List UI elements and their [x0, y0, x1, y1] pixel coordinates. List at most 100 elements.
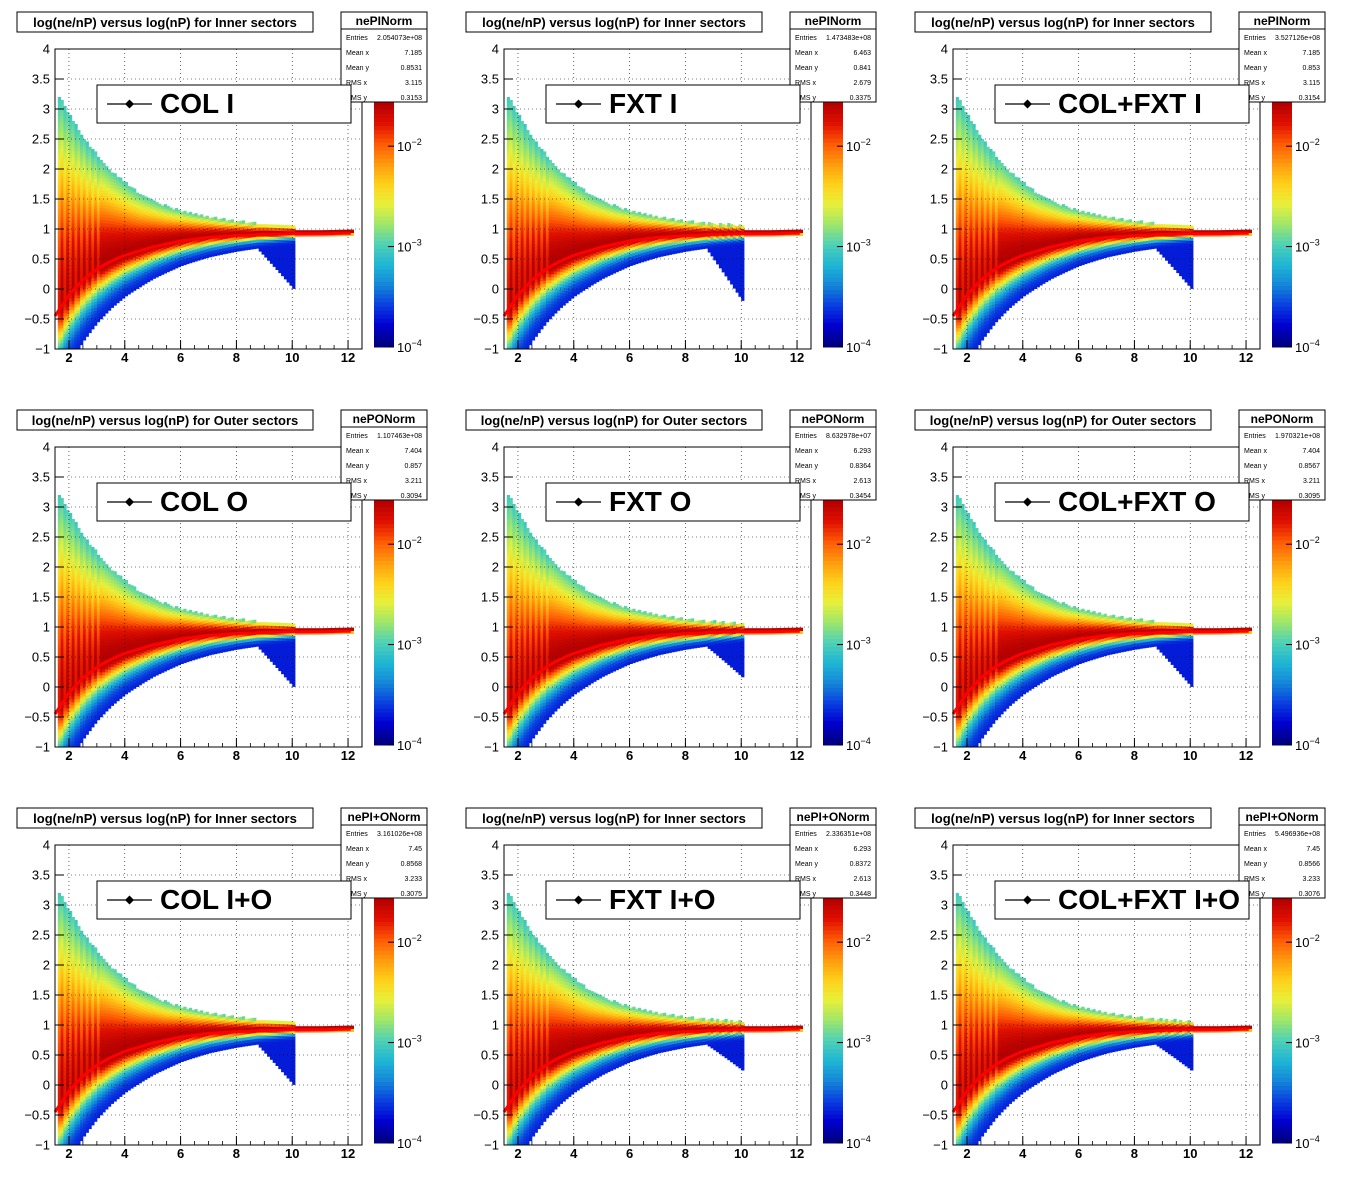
- heatmap-cell: [534, 204, 538, 208]
- heatmap-cell: [255, 239, 260, 243]
- heatmap-cell: [559, 220, 563, 224]
- heatmap-cell: [69, 232, 73, 236]
- heatmap-cell: [643, 231, 647, 235]
- heatmap-cell: [63, 202, 67, 206]
- heatmap-cell: [534, 330, 538, 334]
- heatmap-cell: [99, 282, 103, 287]
- heatmap-cell: [289, 255, 293, 259]
- heatmap-cell: [91, 323, 95, 327]
- heatmap-cell: [194, 216, 198, 220]
- heatmap-cell: [562, 221, 566, 225]
- heatmap-cell: [590, 201, 594, 205]
- heatmap-cell: [135, 264, 140, 268]
- heatmap-cell: [194, 219, 198, 223]
- heatmap-cell: [77, 241, 81, 245]
- heatmap-cell: [573, 193, 577, 198]
- heatmap-cell: [509, 163, 513, 167]
- heatmap-cell: [518, 115, 522, 119]
- heatmap-cell: [57, 202, 61, 206]
- heatmap-cell: [116, 245, 120, 250]
- heatmap-cell: [515, 322, 519, 326]
- color-scale-band: [374, 109, 394, 114]
- heatmap-cell: [607, 254, 611, 259]
- heatmap-cell: [102, 292, 106, 296]
- heatmap-cell: [576, 291, 580, 295]
- heatmap-cell: [582, 197, 586, 201]
- heatmap-cell: [85, 150, 89, 154]
- heatmap-cell: [94, 187, 98, 191]
- heatmap-cell: [565, 203, 569, 208]
- heatmap-cell: [233, 224, 237, 229]
- heatmap-cell: [130, 199, 134, 203]
- heatmap-cell: [520, 292, 524, 296]
- heatmap-cell: [540, 149, 544, 153]
- heatmap-cell: [71, 292, 75, 296]
- heatmap-cell: [191, 240, 195, 245]
- heatmap-cell: [214, 243, 218, 248]
- heatmap-cell: [554, 232, 558, 236]
- heatmap-cell: [189, 241, 193, 246]
- heatmap-cell: [141, 219, 145, 223]
- heatmap-cell: [186, 248, 190, 253]
- heatmap-cell: [523, 172, 527, 176]
- heatmap-cell: [94, 160, 98, 164]
- heatmap-cell: [147, 239, 151, 244]
- heatmap-cell: [529, 275, 533, 280]
- heatmap-cell: [175, 256, 179, 260]
- heatmap-cell: [71, 277, 75, 281]
- heatmap-cell: [601, 215, 605, 219]
- heatmap-cell: [512, 262, 516, 266]
- heatmap-cell: [66, 277, 70, 281]
- heatmap-cell: [621, 227, 625, 231]
- heatmap-cell: [102, 313, 106, 317]
- heatmap-cell: [138, 253, 142, 258]
- heatmap-cell: [119, 210, 123, 214]
- heatmap-cell: [509, 136, 513, 140]
- heatmap-cell: [163, 246, 167, 250]
- color-scale-band: [374, 248, 394, 254]
- heatmap-cell: [77, 274, 81, 278]
- heatmap-cell: [110, 292, 114, 296]
- heatmap-cell: [320, 230, 324, 234]
- heatmap-cell: [526, 214, 530, 218]
- heatmap-cell: [582, 218, 586, 222]
- heatmap-cell: [526, 262, 530, 266]
- heatmap-cell: [509, 157, 513, 161]
- heatmap-cell: [590, 213, 594, 217]
- heatmap-cell: [116, 299, 120, 304]
- color-scale-band: [374, 269, 394, 274]
- heatmap-cell: [233, 227, 237, 232]
- heatmap-cell: [85, 246, 89, 250]
- heatmap-cell: [506, 181, 510, 185]
- heatmap-cell: [621, 221, 625, 225]
- heatmap-cell: [99, 297, 103, 302]
- heatmap-cell: [512, 166, 516, 170]
- heatmap-cell: [172, 257, 176, 261]
- heatmap-cell: [172, 212, 176, 216]
- heatmap-cell: [512, 253, 516, 257]
- heatmap-cell: [576, 186, 580, 190]
- heatmap-cell: [177, 242, 181, 247]
- heatmap-cell: [571, 271, 575, 275]
- heatmap-cell: [518, 187, 522, 191]
- heatmap-cell: [211, 229, 215, 233]
- heatmap-cell: [255, 245, 260, 249]
- heatmap-cell: [124, 217, 128, 222]
- heatmap-cell: [116, 260, 120, 265]
- heatmap-cell: [60, 160, 64, 164]
- heatmap-cell: [523, 307, 527, 311]
- heatmap-cell: [565, 269, 569, 274]
- heatmap-cell: [598, 268, 603, 272]
- heatmap-cell: [71, 283, 75, 287]
- heatmap-cell: [127, 291, 131, 295]
- heatmap-cell: [512, 199, 516, 203]
- heatmap-cell: [545, 228, 550, 233]
- heatmap-cell: [110, 247, 114, 251]
- heatmap-cell: [576, 282, 580, 286]
- heatmap-cell: [512, 310, 516, 314]
- heatmap-cell: [138, 259, 142, 264]
- heatmap-cell: [175, 259, 179, 263]
- heatmap-cell: [518, 124, 522, 128]
- heatmap-cell: [124, 283, 128, 288]
- heatmap-cell: [60, 187, 64, 191]
